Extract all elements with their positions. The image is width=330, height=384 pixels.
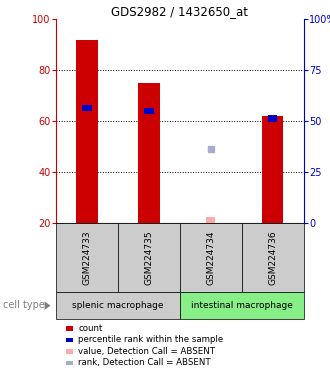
Bar bbox=[56, 292, 180, 319]
Text: GSM224736: GSM224736 bbox=[268, 230, 277, 285]
Bar bbox=[262, 116, 283, 223]
Polygon shape bbox=[45, 301, 50, 310]
Bar bbox=[56, 223, 118, 292]
Bar bbox=[82, 105, 92, 111]
Text: count: count bbox=[78, 324, 103, 333]
Bar bbox=[76, 40, 98, 223]
Text: rank, Detection Call = ABSENT: rank, Detection Call = ABSENT bbox=[78, 358, 211, 367]
Bar bbox=[180, 292, 304, 319]
Text: value, Detection Call = ABSENT: value, Detection Call = ABSENT bbox=[78, 347, 215, 356]
Bar bbox=[118, 223, 180, 292]
Text: percentile rank within the sample: percentile rank within the sample bbox=[78, 335, 223, 344]
Text: GSM224735: GSM224735 bbox=[145, 230, 153, 285]
Text: cell type: cell type bbox=[3, 300, 45, 310]
Bar bbox=[268, 115, 277, 122]
Bar bbox=[180, 223, 242, 292]
Bar bbox=[206, 217, 215, 223]
Text: GSM224733: GSM224733 bbox=[82, 230, 91, 285]
Bar bbox=[138, 83, 160, 223]
Title: GDS2982 / 1432650_at: GDS2982 / 1432650_at bbox=[111, 5, 248, 18]
Bar bbox=[242, 223, 304, 292]
Text: GSM224734: GSM224734 bbox=[206, 230, 215, 285]
Bar bbox=[144, 108, 153, 114]
Text: splenic macrophage: splenic macrophage bbox=[72, 301, 164, 310]
Text: intestinal macrophage: intestinal macrophage bbox=[191, 301, 293, 310]
